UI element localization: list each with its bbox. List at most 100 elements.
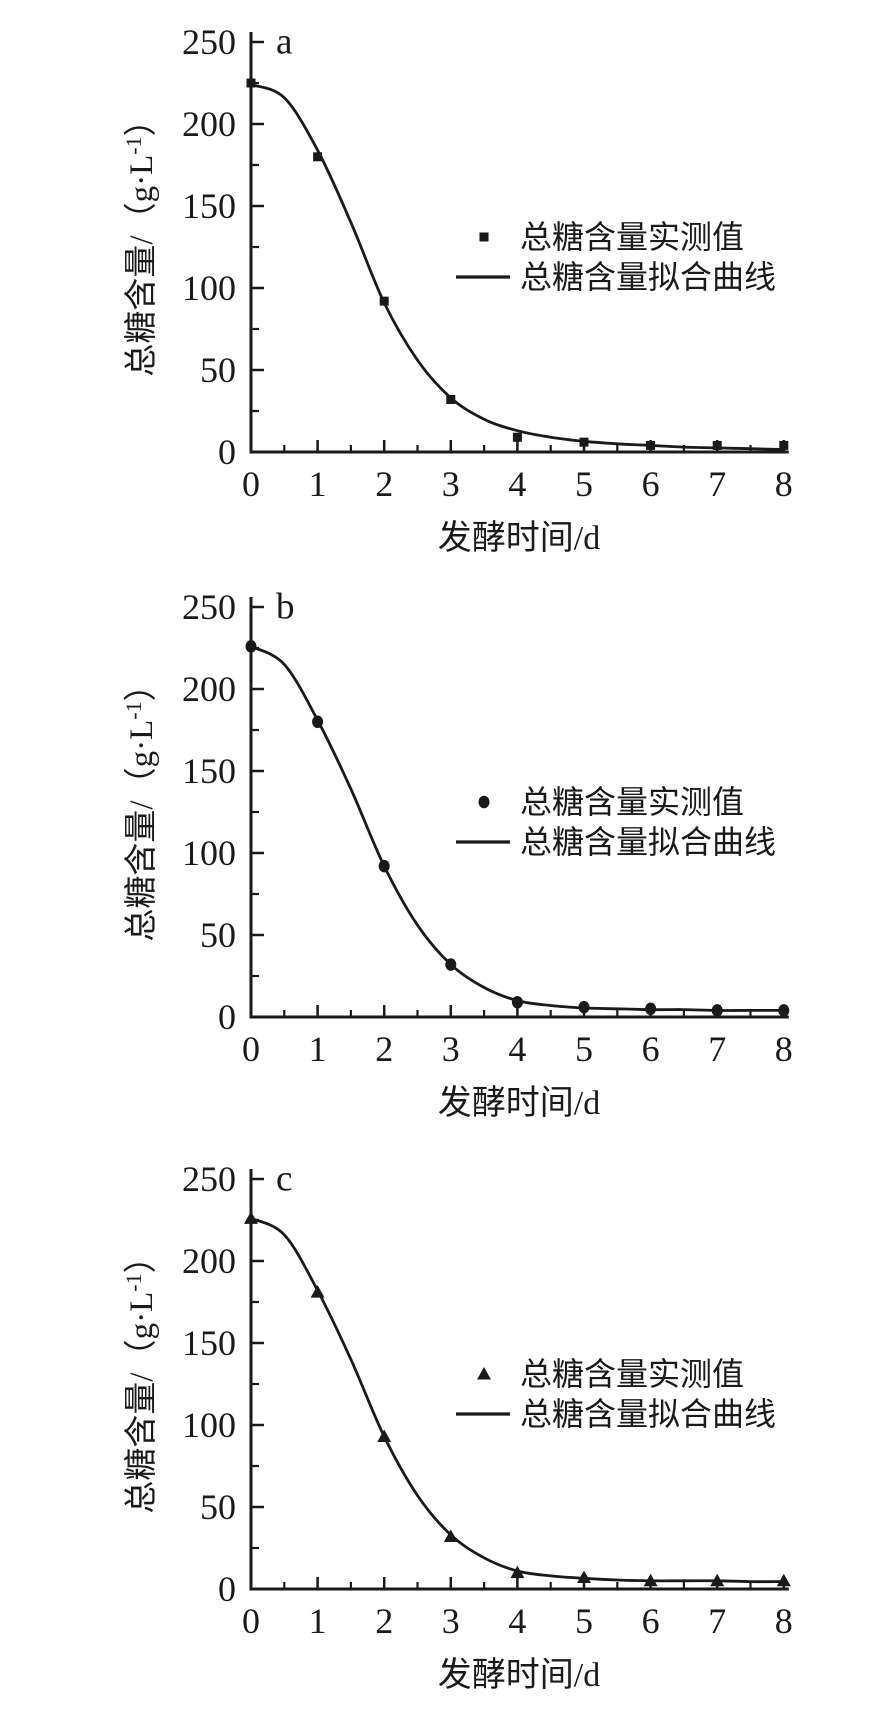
fitted-curve	[249, 645, 786, 1012]
legend-measured-label: 总糖含量实测值	[520, 1356, 744, 1392]
data-point	[710, 1573, 725, 1587]
x-tick-label: 8	[775, 1601, 793, 1641]
data-point	[313, 152, 323, 162]
x-tick-label: 0	[242, 464, 260, 504]
legend-fitted-label: 总糖含量拟合曲线	[520, 824, 776, 860]
x-tick-label: 2	[375, 1029, 393, 1069]
x-tick-label: 4	[508, 464, 526, 504]
data-point	[510, 1565, 525, 1579]
y-ticks: 0 50 100 150 200 250	[182, 22, 264, 472]
data-points	[245, 640, 790, 1017]
x-tick-label: 6	[642, 1601, 660, 1641]
legend-marker-icon	[478, 795, 490, 809]
chart-panel-c: 0 50 100 150 200 250 0 1 2 3 4 5 6 7 8 c 总糖含量实测值总糖含量拟合曲线…	[121, 1159, 793, 1695]
y-tick-label: 0	[218, 997, 236, 1037]
x-ticks: 0 1 2 3 4 5 6 7 8	[242, 440, 793, 504]
data-point	[378, 859, 390, 873]
data-point	[377, 1429, 392, 1442]
data-points	[246, 78, 789, 450]
data-point	[512, 432, 522, 442]
x-tick-label: 4	[508, 1601, 526, 1641]
data-point	[645, 1002, 657, 1016]
y-tick-label: 150	[182, 751, 236, 791]
x-ticks: 0 1 2 3 4 5 6 7 8	[242, 1577, 793, 1641]
legend-marker-icon	[479, 232, 489, 242]
y-tick-label: 100	[182, 268, 236, 308]
data-point	[776, 1573, 791, 1587]
fitted-curve	[249, 1217, 786, 1584]
x-tick-label: 7	[708, 1601, 726, 1641]
x-tick-label: 2	[375, 464, 393, 504]
x-axis-title: 发酵时间/d	[438, 1084, 600, 1122]
data-point	[245, 640, 257, 653]
y-tick-label: 150	[182, 186, 236, 226]
data-point	[443, 1529, 458, 1543]
y-tick-label: 0	[218, 1569, 236, 1609]
y-axis-title: 总糖含量/（g·L-1）	[121, 668, 160, 941]
y-tick-label: 50	[200, 915, 236, 955]
x-tick-label: 3	[442, 1601, 460, 1641]
data-point	[711, 1004, 723, 1017]
data-point	[712, 440, 722, 450]
data-point	[445, 958, 457, 971]
legend-measured-label: 总糖含量实测值	[520, 784, 744, 820]
y-tick-label: 150	[182, 1323, 236, 1363]
y-tick-label: 50	[200, 1487, 236, 1527]
x-tick-label: 0	[242, 1029, 260, 1069]
y-axis-title: 总糖含量/（g·L-1）	[121, 103, 160, 376]
legend-fitted-label: 总糖含量拟合曲线	[520, 259, 776, 295]
data-points	[244, 1211, 791, 1587]
x-tick-label: 5	[575, 1029, 593, 1069]
data-point	[579, 437, 589, 447]
x-tick-label: 7	[708, 464, 726, 504]
x-ticks: 0 1 2 3 4 5 6 7 8	[242, 1005, 793, 1069]
x-tick-label: 8	[775, 1029, 793, 1069]
data-point	[511, 995, 523, 1009]
x-axis-title: 发酵时间/d	[438, 1656, 600, 1694]
x-tick-label: 5	[575, 1601, 593, 1641]
x-tick-label: 5	[575, 464, 593, 504]
legend-marker-icon	[477, 1367, 491, 1380]
y-tick-label: 200	[182, 104, 236, 144]
fitted-curve	[249, 83, 786, 451]
data-point	[779, 440, 789, 450]
data-point	[646, 440, 656, 450]
chart-panel-a: 0 50 100 150 200 250 0 1 2 3 4 5 6 7 8 a 总糖含量实测值总糖含量拟合曲线…	[121, 22, 793, 558]
x-tick-label: 1	[309, 1601, 327, 1641]
legend-fitted-label: 总糖含量拟合曲线	[520, 1396, 776, 1432]
x-tick-label: 8	[775, 464, 793, 504]
y-axis-title: 总糖含量/（g·L-1）	[121, 1240, 160, 1513]
legend-measured-label: 总糖含量实测值	[520, 219, 744, 255]
panel-label: b	[276, 587, 295, 628]
data-point	[643, 1573, 658, 1587]
data-point	[379, 296, 389, 306]
data-point	[246, 78, 256, 88]
data-point	[310, 1285, 325, 1298]
x-tick-label: 2	[375, 1601, 393, 1641]
y-tick-label: 100	[182, 1405, 236, 1445]
y-tick-label: 250	[182, 587, 236, 627]
y-tick-label: 250	[182, 1159, 236, 1199]
y-ticks: 0 50 100 150 200 250	[182, 1159, 264, 1609]
data-point	[244, 1211, 258, 1224]
panel-label: c	[276, 1159, 292, 1200]
y-tick-label: 50	[200, 350, 236, 390]
x-tick-label: 6	[642, 464, 660, 504]
y-ticks: 0 50 100 150 200 250	[182, 587, 264, 1037]
y-tick-label: 100	[182, 833, 236, 873]
data-point	[577, 1570, 591, 1584]
panel-label: a	[276, 22, 292, 63]
data-point	[446, 395, 456, 405]
chart-panel-b: 0 50 100 150 200 250 0 1 2 3 4 5 6 7 8 b 总糖含量实测值总糖含量拟合曲线…	[121, 587, 793, 1123]
x-axis-title: 发酵时间/d	[438, 519, 600, 557]
x-tick-label: 1	[309, 464, 327, 504]
y-tick-label: 200	[182, 669, 236, 709]
x-tick-label: 0	[242, 1601, 260, 1641]
x-tick-label: 6	[642, 1029, 660, 1069]
x-tick-label: 4	[508, 1029, 526, 1069]
